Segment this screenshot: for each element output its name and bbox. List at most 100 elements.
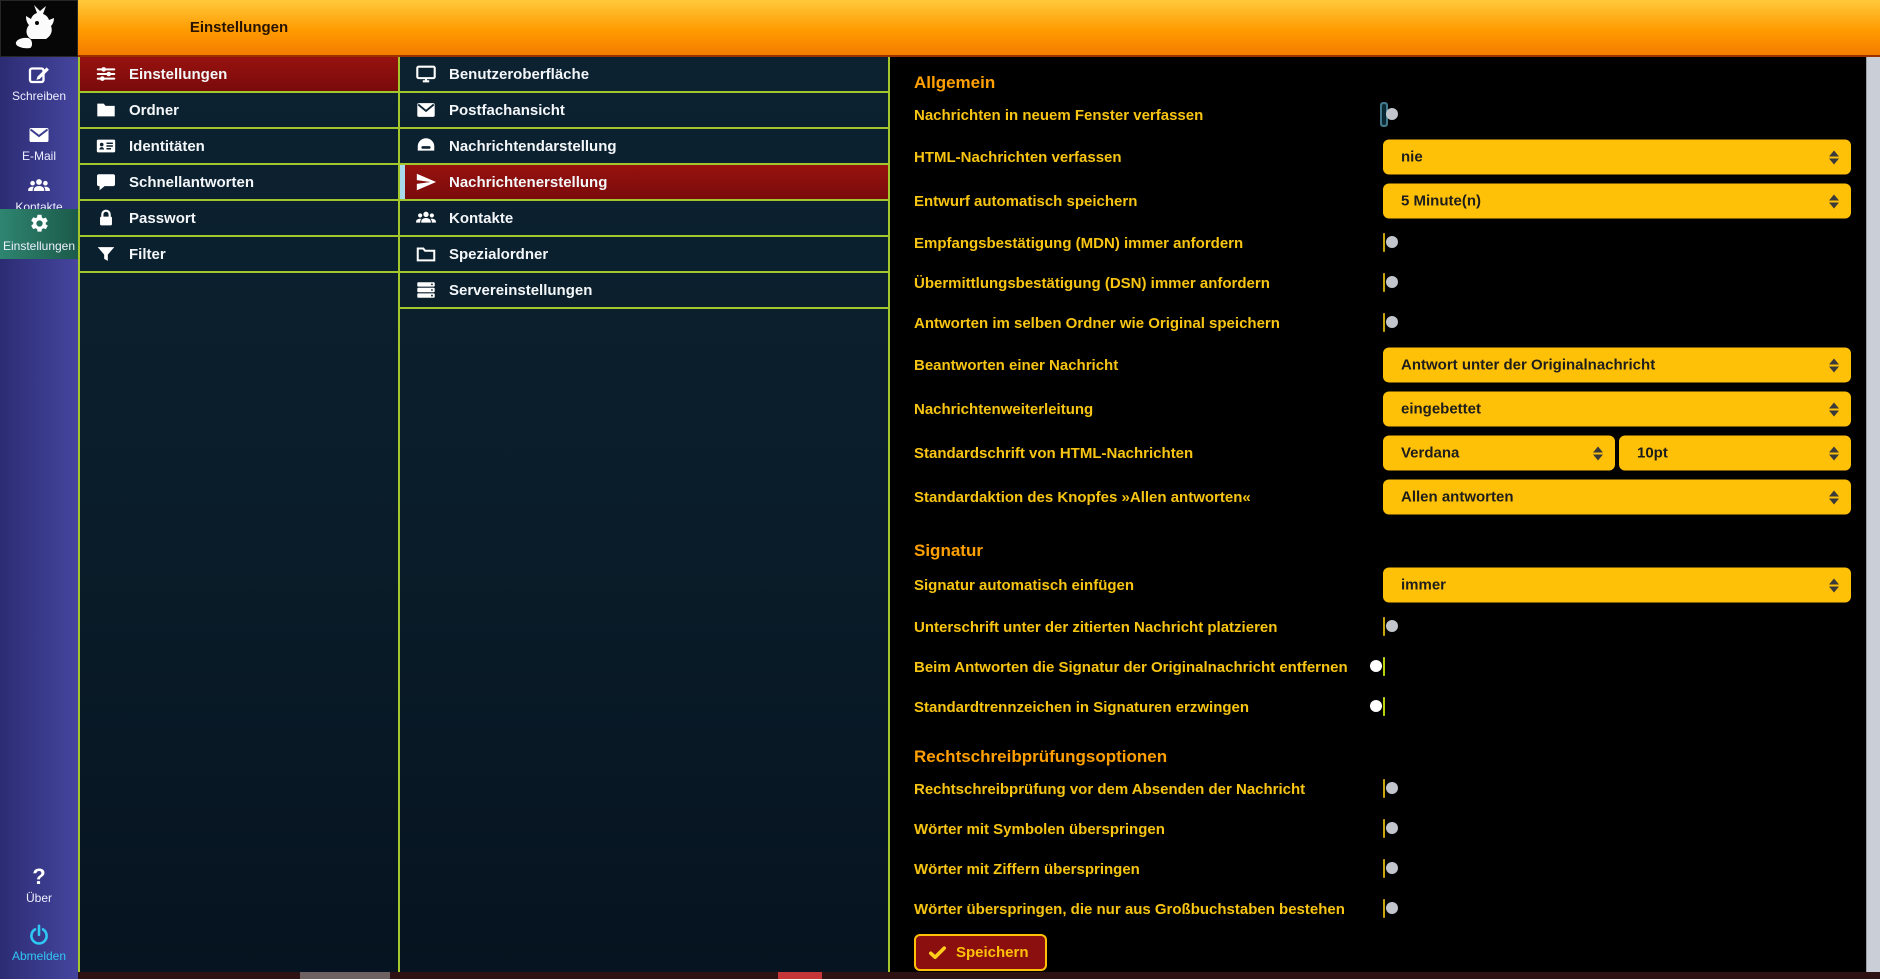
updown-arrow-icon: [1829, 401, 1839, 417]
nav-item-label: Benutzeroberfläche: [449, 65, 590, 83]
form-row: Beim Antworten die Signatur der Original…: [914, 647, 1866, 687]
sidebar-item-abmelden[interactable]: Abmelden: [0, 923, 78, 963]
mail-icon: [0, 123, 78, 147]
select-value: nie: [1401, 148, 1423, 166]
id-card-icon: [95, 135, 117, 157]
sidebar-item-label: Abmelden: [11, 949, 67, 963]
toggle-knob: [1386, 861, 1398, 874]
section-nav-nachrichtenerstellung[interactable]: Nachrichtenerstellung: [400, 165, 888, 201]
select-value: eingebettet: [1401, 400, 1482, 418]
toggle-knob: [1370, 659, 1382, 672]
sidebar-item-einstellungen[interactable]: Einstellungen: [0, 209, 78, 259]
section-title-signatur: Signatur: [914, 541, 983, 560]
section-nav-postfachansicht[interactable]: Postfachansicht: [400, 93, 888, 129]
toggle-knob: [1386, 781, 1398, 794]
sidebar-item-label: Über: [25, 891, 52, 905]
vertical-scrollbar[interactable]: [1866, 57, 1880, 972]
sidebar-item-ueber[interactable]: ? Über: [0, 865, 78, 905]
field-label: Übermittlungsbestätigung (DSN) immer anf…: [914, 274, 1270, 292]
section-nav-kontakte[interactable]: Kontakte: [400, 201, 888, 237]
toggle-signatur-entfernen[interactable]: [1370, 657, 1385, 676]
settings-form: Allgemein Nachrichten in neuem Fenster v…: [890, 57, 1866, 972]
sidebar-item-schreiben[interactable]: Schreiben: [0, 63, 78, 103]
section-nav-servereinstellungen[interactable]: Servereinstellungen: [400, 273, 888, 309]
nav-item-label: Nachrichtenerstellung: [449, 173, 608, 191]
toggle-dsn[interactable]: [1383, 273, 1398, 292]
toggle-mdn[interactable]: [1383, 233, 1398, 252]
nav-item-label: Filter: [129, 245, 166, 263]
settings-nav-list: Einstellungen Ordner Identitäten Schnell…: [78, 57, 400, 972]
select-signatur-einfuegen[interactable]: immer: [1383, 567, 1851, 603]
contacts-icon: [0, 174, 78, 198]
form-row: Nachrichtenweiterleitung eingebettet: [914, 387, 1866, 431]
horizontal-scrollbar-thumb[interactable]: [778, 972, 822, 979]
select-standardaktion[interactable]: Allen antworten: [1383, 479, 1851, 515]
field-label: HTML-Nachrichten verfassen: [914, 148, 1122, 166]
updown-arrow-icon: [1829, 577, 1839, 593]
toggle-rechtschreibpruefung[interactable]: [1383, 779, 1398, 798]
section-nav-nachrichtendarstellung[interactable]: Nachrichtendarstellung: [400, 129, 888, 165]
sidebar-item-kontakte[interactable]: Kontakte: [0, 174, 78, 214]
toggle-symbole[interactable]: [1383, 819, 1398, 838]
select-value: immer: [1401, 576, 1447, 594]
toggle-trennzeichen[interactable]: [1370, 697, 1385, 716]
toggle-grossbuchstaben[interactable]: [1383, 899, 1398, 918]
section-nav-benutzeroberflaeche[interactable]: Benutzeroberfläche: [400, 57, 888, 93]
nav-item-label: Passwort: [129, 209, 196, 227]
server-icon: [415, 279, 437, 301]
settings-nav-identitaeten[interactable]: Identitäten: [80, 129, 398, 165]
sidebar-item-email[interactable]: E-Mail: [0, 123, 78, 163]
nav-item-label: Postfachansicht: [449, 101, 565, 119]
sections-nav-list: Benutzeroberfläche Postfachansicht Nachr…: [400, 57, 890, 972]
page-title: Einstellungen: [189, 19, 289, 36]
section-title-rechtschreibpruefung: Rechtschreibprüfungsoptionen: [914, 747, 1168, 766]
select-schriftgroesse[interactable]: 10pt: [1619, 435, 1851, 471]
toggle-unterschrift-position[interactable]: [1383, 617, 1398, 636]
toggle-knob: [1386, 107, 1398, 120]
nav-item-label: Nachrichtendarstellung: [449, 137, 617, 155]
toggle-neues-fenster[interactable]: [1383, 105, 1398, 124]
form-row: Beantworten einer Nachricht Antwort unte…: [914, 343, 1866, 387]
field-label: Nachrichten in neuem Fenster verfassen: [914, 106, 1204, 124]
field-label: Wörter überspringen, die nur aus Großbuc…: [914, 900, 1345, 918]
field-label: Beim Antworten die Signatur der Original…: [914, 658, 1348, 676]
app-logo[interactable]: [0, 0, 78, 57]
section-title-allgemein: Allgemein: [914, 73, 996, 92]
updown-arrow-icon: [1829, 445, 1839, 461]
check-icon: [928, 943, 947, 962]
toggle-selber-ordner[interactable]: [1383, 313, 1398, 332]
folder-open-icon: [415, 243, 437, 265]
select-html-verfassen[interactable]: nie: [1383, 139, 1851, 175]
select-weiterleitung[interactable]: eingebettet: [1383, 391, 1851, 427]
field-label: Standardaktion des Knopfes »Allen antwor…: [914, 488, 1251, 506]
form-row: Standardtrennzeichen in Signaturen erzwi…: [914, 687, 1866, 727]
settings-nav-schnellantworten[interactable]: Schnellantworten: [80, 165, 398, 201]
inbox-icon: [415, 135, 437, 157]
field-label: Empfangsbestätigung (MDN) immer anforder…: [914, 234, 1244, 252]
select-entwurf-speichern[interactable]: 5 Minute(n): [1383, 183, 1851, 219]
main-sidebar: Schreiben E-Mail Kontakte Einstellungen …: [0, 57, 78, 979]
select-value: Verdana: [1401, 444, 1460, 462]
nav-item-label: Kontakte: [449, 209, 514, 227]
settings-nav-einstellungen[interactable]: Einstellungen: [80, 57, 398, 93]
updown-arrow-icon: [1829, 193, 1839, 209]
settings-nav-filter[interactable]: Filter: [80, 237, 398, 273]
nav-item-label: Schnellantworten: [129, 173, 255, 191]
horizontal-scrollbar-thumb[interactable]: [300, 972, 390, 979]
settings-nav-passwort[interactable]: Passwort: [80, 201, 398, 237]
updown-arrow-icon: [1829, 489, 1839, 505]
save-button[interactable]: Speichern: [914, 934, 1047, 971]
help-icon: ?: [32, 864, 46, 889]
toggle-knob: [1386, 901, 1398, 914]
chat-bubble-icon: [95, 171, 117, 193]
select-schriftart[interactable]: Verdana: [1383, 435, 1615, 471]
section-nav-spezialordner[interactable]: Spezialordner: [400, 237, 888, 273]
field-label: Standardschrift von HTML-Nachrichten: [914, 444, 1194, 462]
toggle-ziffern[interactable]: [1383, 859, 1398, 878]
select-beantworten[interactable]: Antwort unter der Originalnachricht: [1383, 347, 1851, 383]
toggle-knob: [1386, 235, 1398, 248]
compose-icon: [0, 63, 78, 87]
settings-nav-ordner[interactable]: Ordner: [80, 93, 398, 129]
toggle-knob: [1370, 699, 1382, 712]
form-row: Wörter mit Symbolen überspringen: [914, 809, 1866, 849]
